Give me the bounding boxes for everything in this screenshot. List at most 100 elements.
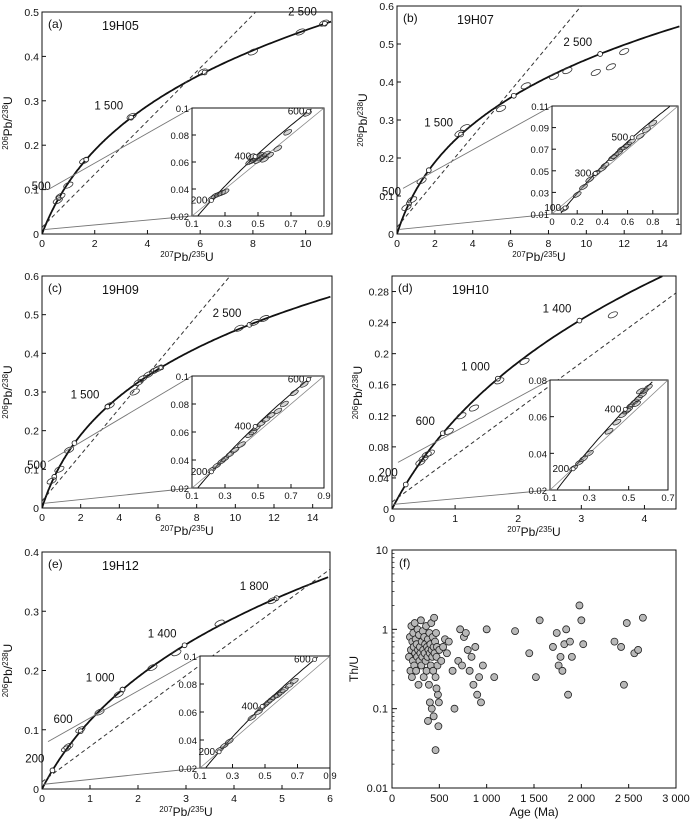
inset-3-ellipse [634,395,643,402]
scatter-point [558,666,567,675]
main-1-ytick-label: 0.5 [379,39,394,51]
main-4-discordia-line [42,568,330,783]
inset-4-xtick-label: 0.9 [323,771,336,782]
main-1-xtick-label: 8 [546,238,552,250]
inset-4-xtick-label: 0.3 [226,771,239,782]
scatter-ytick-label: 10 [376,545,388,557]
scatter-point [469,680,478,689]
main-1-ellipse [460,124,471,132]
main-4-age-label: 1 800 [240,581,269,593]
main-2-ytick-label: 0.6 [24,271,39,283]
main-4-ellipse [75,726,86,734]
main-2-ylabel: 206Pb/238U [1,365,16,418]
scatter-point [431,673,440,681]
main-3-ellipse [443,427,454,435]
main-0-ellipse [63,181,74,189]
inset-2-connector [47,375,193,462]
main-0-xtick-label: 2 [92,238,98,250]
scatter-point [567,652,576,661]
scatter-point [475,673,483,681]
main-2-xtick-label: 4 [116,512,122,524]
inset-2-connector [43,487,193,504]
inset-1-ytick-label: 0.05 [531,167,550,178]
scatter-point [525,649,534,658]
scatter-point [579,640,588,649]
inset-1-ytick-label: 0.09 [531,124,550,135]
inset-0-reference-line [191,107,325,217]
main-2-ellipse [259,315,270,323]
main-4-age-label: 600 [53,714,72,726]
main-1-panel-label: (b) [403,11,418,25]
main-2-xtick-label: 6 [155,512,161,524]
main-3-ellipse [424,449,435,457]
inset-1-ytick-label: 0.07 [531,145,550,156]
inset-2-age-label: 200 [191,467,208,478]
main-1-ellipse [562,67,573,75]
main-1-ellipse [619,48,630,56]
inset-4-connector [43,767,201,785]
main-0-ytick-label: 0.5 [24,7,39,19]
panel-5: 0 500 1 000 1 500 2 000 2 500 3 000 0.01 0.1 1 10 (… [347,545,690,819]
inset-4-age-marker [312,657,318,662]
inset-3-reference-line [549,379,669,491]
main-4-xtick-label: 6 [327,793,333,805]
inset-3-age-marker [570,466,576,472]
main-1-age-label: 2 500 [563,37,592,49]
main-4-ellipse [63,742,74,750]
inset-0: 0.1 0.3 0.5 0.7 0.9 0.02 0.04 0.06 0.08 0.1 200 400… [171,104,331,230]
panel-2: 0 2 4 6 8 10 12 14 0 0.1 0.2 0.3 0.4 0.5 0.6 500 1 500 2 … [1,271,333,538]
inset-1-age-marker [562,205,568,211]
inset-2-ellipse [289,389,299,396]
inset-4-connector [47,655,201,742]
main-2-xtick-label: 0 [39,512,45,524]
scatter-panel-label: (f) [399,556,410,570]
main-2-ellipse [46,477,57,485]
inset-1-ellipse [623,141,632,149]
inset-0-age-marker [209,198,214,203]
main-3-age-label: 1 400 [543,304,572,316]
scatter-point [434,690,442,699]
inset-0-xtick-label: 0.7 [284,219,297,230]
main-0-xtick-label: 8 [250,238,256,250]
scatter-ytick-label: 1 [382,624,388,636]
inset-0-age-label: 400 [234,152,251,163]
scatter-point [467,652,476,661]
scatter-point [434,722,443,731]
scatter-point [477,698,485,707]
main-4-ytick-label: 0 [33,784,39,796]
inset-3-ellipse [604,428,614,435]
main-3-ytick-label: 0.16 [369,380,390,392]
scatter-point [425,680,433,689]
scatter-point [471,643,480,651]
inset-1: 0 0.2 0.4 0.6 0.8 1 0.01 0.03 0.05 0.07 0.09 0.11 10… [531,102,681,228]
main-1-xlabel: 207Pb/235U [512,250,565,265]
main-3-ylabel: 206Pb/238U [351,366,366,419]
main-2-age-label: 500 [27,460,46,472]
main-3-ytick-label: 0.12 [369,411,390,423]
main-3-age-label: 1 000 [461,362,490,374]
main-4-ellipse [267,597,278,605]
scatter-point [552,629,561,637]
inset-2-xtick-label: 0.9 [317,491,330,502]
main-0-ellipse [319,19,330,27]
inset-1-ytick-label: 0.03 [531,188,550,199]
main-2-ellipse [129,388,140,396]
inset-3-age-label: 200 [552,464,569,475]
main-1-ellipse [605,63,616,71]
main-3-xtick-label: 3 [578,513,584,525]
inset-0-connector [47,107,193,190]
inset-4-age-marker [259,704,265,709]
inset-2-ellipse [299,381,309,388]
main-1-ytick-label: 0.4 [379,77,394,89]
inset-2-xtick-label: 0.1 [185,491,198,502]
inset-2-xtick-label: 0.7 [284,491,297,502]
main-1-ylabel: 206Pb/238U [356,93,371,146]
panel-4: 0 1 2 3 4 5 6 0 0.1 0.2 0.3 0.4 200 600 1 000 1 400 1 80… [1,547,337,819]
main-0-ytick-label: 0.2 [24,140,39,152]
scatter-point [439,643,448,651]
main-3-panel-label: (d) [398,281,413,295]
scatter-point [549,643,557,651]
scatter-point [482,625,491,634]
inset-2-ytick-label: 0.06 [171,428,190,439]
